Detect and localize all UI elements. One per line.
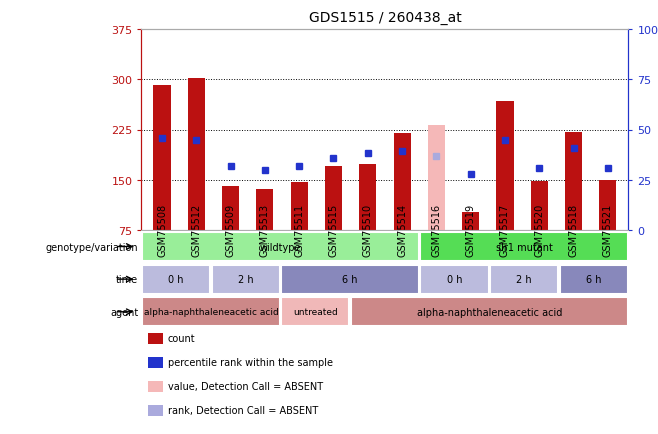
Text: GSM75514: GSM75514: [397, 204, 407, 256]
Text: time: time: [116, 275, 138, 284]
Text: GSM75512: GSM75512: [191, 204, 201, 256]
Bar: [496, 102, 513, 230]
Bar: [222, 187, 240, 230]
FancyBboxPatch shape: [281, 298, 349, 326]
FancyBboxPatch shape: [559, 265, 628, 294]
Text: 2 h: 2 h: [238, 275, 253, 284]
Text: count: count: [168, 334, 195, 343]
FancyBboxPatch shape: [490, 265, 558, 294]
Text: GSM75516: GSM75516: [432, 204, 442, 256]
Text: value, Detection Call = ABSENT: value, Detection Call = ABSENT: [168, 381, 323, 391]
FancyBboxPatch shape: [142, 265, 211, 294]
Text: percentile rank within the sample: percentile rank within the sample: [168, 358, 333, 367]
Text: 0 h: 0 h: [447, 275, 462, 284]
Text: GSM75508: GSM75508: [157, 204, 167, 256]
FancyBboxPatch shape: [351, 298, 628, 326]
Text: 2 h: 2 h: [517, 275, 532, 284]
Text: wildtype: wildtype: [260, 242, 301, 252]
Text: GSM75509: GSM75509: [226, 204, 236, 256]
Bar: [393, 134, 411, 230]
FancyBboxPatch shape: [212, 265, 280, 294]
Bar: [462, 213, 479, 230]
Text: GSM75515: GSM75515: [328, 204, 338, 256]
Text: GSM75510: GSM75510: [363, 204, 373, 256]
Text: agent: agent: [110, 307, 138, 317]
FancyBboxPatch shape: [420, 265, 489, 294]
FancyBboxPatch shape: [142, 233, 419, 261]
FancyBboxPatch shape: [142, 298, 280, 326]
Text: alpha-naphthaleneacetic acid: alpha-naphthaleneacetic acid: [417, 307, 562, 317]
Bar: [291, 182, 308, 230]
Text: slr1 mutant: slr1 mutant: [495, 242, 553, 252]
Text: untreated: untreated: [293, 308, 338, 316]
FancyBboxPatch shape: [281, 265, 419, 294]
Bar: [530, 181, 548, 230]
Text: GSM75518: GSM75518: [569, 204, 578, 256]
Text: genotype/variation: genotype/variation: [45, 242, 138, 252]
Text: 0 h: 0 h: [168, 275, 184, 284]
Text: 6 h: 6 h: [342, 275, 358, 284]
Text: GSM75513: GSM75513: [260, 204, 270, 256]
Bar: [428, 125, 445, 230]
Text: 6 h: 6 h: [586, 275, 601, 284]
Text: GSM75511: GSM75511: [294, 204, 304, 256]
Bar: [565, 132, 582, 230]
Bar: [153, 86, 170, 230]
FancyBboxPatch shape: [420, 233, 628, 261]
Text: GSM75520: GSM75520: [534, 204, 544, 256]
Text: GSM75517: GSM75517: [500, 204, 510, 256]
Text: GSM75519: GSM75519: [466, 204, 476, 256]
Text: rank, Detection Call = ABSENT: rank, Detection Call = ABSENT: [168, 405, 318, 415]
Bar: [188, 79, 205, 230]
Text: GDS1515 / 260438_at: GDS1515 / 260438_at: [309, 11, 461, 25]
Bar: [257, 189, 274, 230]
Bar: [599, 181, 617, 230]
Text: GSM75521: GSM75521: [603, 204, 613, 256]
Text: alpha-naphthaleneacetic acid: alpha-naphthaleneacetic acid: [143, 308, 278, 316]
Bar: [325, 167, 342, 230]
Bar: [359, 164, 376, 230]
